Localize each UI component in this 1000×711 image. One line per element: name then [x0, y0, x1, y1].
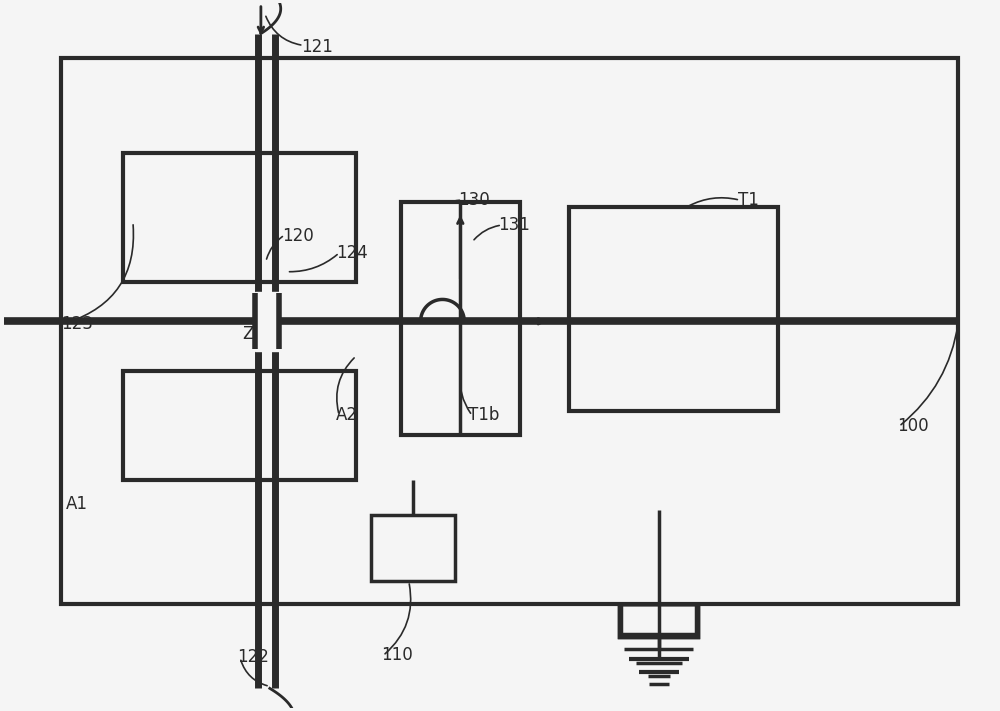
Text: Z: Z — [242, 326, 253, 343]
Text: 122: 122 — [237, 648, 269, 666]
Bar — [569, 207, 778, 410]
Bar — [123, 371, 356, 480]
Text: T1b: T1b — [468, 407, 500, 424]
Bar — [621, 604, 696, 634]
Text: 123: 123 — [61, 315, 93, 333]
Text: 110: 110 — [381, 646, 413, 664]
Bar — [261, 33, 272, 688]
Text: 120: 120 — [282, 227, 313, 245]
Text: 131: 131 — [498, 216, 530, 234]
Text: 124: 124 — [336, 244, 368, 262]
Text: 130: 130 — [458, 191, 490, 209]
Bar — [123, 153, 356, 282]
Text: A2: A2 — [336, 407, 358, 424]
Text: T1: T1 — [738, 191, 759, 209]
Bar — [61, 58, 958, 604]
Bar — [371, 515, 455, 581]
Text: 121: 121 — [302, 38, 333, 55]
Text: 100: 100 — [897, 417, 928, 435]
Text: A1: A1 — [65, 495, 87, 513]
Bar — [255, 292, 279, 351]
Bar — [619, 604, 698, 637]
Bar — [401, 202, 520, 435]
Bar — [619, 604, 698, 637]
